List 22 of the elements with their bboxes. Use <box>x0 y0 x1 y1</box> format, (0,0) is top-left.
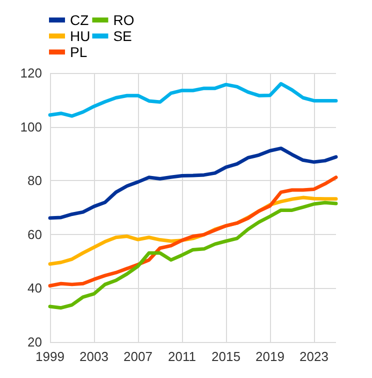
y-tick-label: 20 <box>28 334 42 350</box>
x-tick-label: 2003 <box>80 349 108 364</box>
y-tick-label: 60 <box>28 226 42 242</box>
legend-label: CZ <box>70 12 90 28</box>
line-series <box>48 146 338 220</box>
y-tick-label: 120 <box>20 66 42 80</box>
legend-label: HU <box>70 28 90 44</box>
y-tick-label: 100 <box>20 119 42 134</box>
x-tick-label: 2011 <box>168 349 196 364</box>
y-tick-label: 80 <box>28 173 42 188</box>
line-series <box>48 176 338 288</box>
line-series <box>48 82 338 118</box>
x-tick-label: 2023 <box>300 349 328 364</box>
y-tick-label: 40 <box>28 280 42 296</box>
legend-label: SE <box>113 28 132 44</box>
x-tick-label: 2015 <box>212 349 240 364</box>
x-tick-label: 1999 <box>36 349 64 364</box>
line-series <box>48 200 338 310</box>
x-tick-label: 2007 <box>124 349 152 364</box>
legend-label: PL <box>70 44 88 60</box>
legend-label: RO <box>113 12 134 28</box>
x-tick-label: 2019 <box>256 349 284 364</box>
